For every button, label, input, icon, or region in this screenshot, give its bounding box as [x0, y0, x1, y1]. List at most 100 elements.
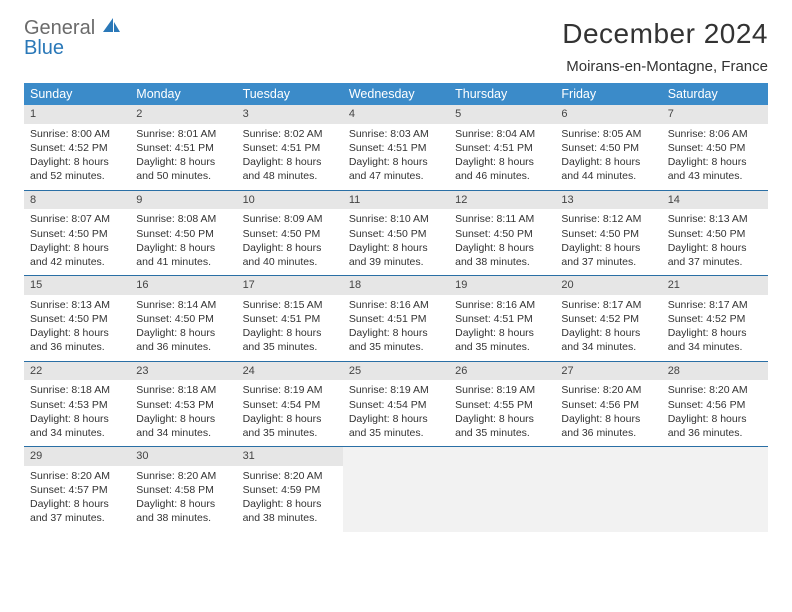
sunset-text: Sunset: 4:51 PM	[455, 312, 549, 326]
daylight-text: Daylight: 8 hours and 34 minutes.	[561, 326, 655, 354]
daylight-text: Daylight: 8 hours and 34 minutes.	[30, 412, 124, 440]
day-number: 8	[24, 191, 130, 210]
daylight-text: Daylight: 8 hours and 37 minutes.	[668, 241, 762, 269]
day-header: Friday	[555, 83, 661, 105]
calendar-day-cell: 18Sunrise: 8:16 AMSunset: 4:51 PMDayligh…	[343, 276, 449, 362]
day-number: 26	[449, 362, 555, 381]
title-block: December 2024 Moirans-en-Montagne, Franc…	[562, 18, 768, 81]
calendar-day-cell: 28Sunrise: 8:20 AMSunset: 4:56 PMDayligh…	[662, 361, 768, 447]
daylight-text: Daylight: 8 hours and 41 minutes.	[136, 241, 230, 269]
sunrise-text: Sunrise: 8:06 AM	[668, 127, 762, 141]
calendar-day-cell: 8Sunrise: 8:07 AMSunset: 4:50 PMDaylight…	[24, 190, 130, 276]
day-number: 12	[449, 191, 555, 210]
day-header: Monday	[130, 83, 236, 105]
day-number: 27	[555, 362, 661, 381]
day-number: 13	[555, 191, 661, 210]
calendar-day-cell: 11Sunrise: 8:10 AMSunset: 4:50 PMDayligh…	[343, 190, 449, 276]
calendar-day-cell: 5Sunrise: 8:04 AMSunset: 4:51 PMDaylight…	[449, 105, 555, 190]
sunrise-text: Sunrise: 8:18 AM	[136, 383, 230, 397]
sunrise-text: Sunrise: 8:08 AM	[136, 212, 230, 226]
day-number: 16	[130, 276, 236, 295]
calendar-day-cell: 4Sunrise: 8:03 AMSunset: 4:51 PMDaylight…	[343, 105, 449, 190]
sunrise-text: Sunrise: 8:11 AM	[455, 212, 549, 226]
day-number: 6	[555, 105, 661, 124]
sunrise-text: Sunrise: 8:14 AM	[136, 298, 230, 312]
daylight-text: Daylight: 8 hours and 38 minutes.	[455, 241, 549, 269]
calendar-day-cell: 21Sunrise: 8:17 AMSunset: 4:52 PMDayligh…	[662, 276, 768, 362]
sunset-text: Sunset: 4:50 PM	[561, 227, 655, 241]
day-number: 25	[343, 362, 449, 381]
sunset-text: Sunset: 4:50 PM	[561, 141, 655, 155]
calendar-week-row: 15Sunrise: 8:13 AMSunset: 4:50 PMDayligh…	[24, 276, 768, 362]
day-number: 20	[555, 276, 661, 295]
day-number: 3	[237, 105, 343, 124]
calendar-day-cell: 30Sunrise: 8:20 AMSunset: 4:58 PMDayligh…	[130, 447, 236, 532]
sunrise-text: Sunrise: 8:20 AM	[136, 469, 230, 483]
daylight-text: Daylight: 8 hours and 38 minutes.	[136, 497, 230, 525]
daylight-text: Daylight: 8 hours and 39 minutes.	[349, 241, 443, 269]
daylight-text: Daylight: 8 hours and 35 minutes.	[243, 326, 337, 354]
sunset-text: Sunset: 4:52 PM	[668, 312, 762, 326]
calendar-day-cell: 22Sunrise: 8:18 AMSunset: 4:53 PMDayligh…	[24, 361, 130, 447]
sunrise-text: Sunrise: 8:13 AM	[668, 212, 762, 226]
calendar-day-cell: 2Sunrise: 8:01 AMSunset: 4:51 PMDaylight…	[130, 105, 236, 190]
sunrise-text: Sunrise: 8:20 AM	[668, 383, 762, 397]
day-number: 17	[237, 276, 343, 295]
calendar-day-cell: 13Sunrise: 8:12 AMSunset: 4:50 PMDayligh…	[555, 190, 661, 276]
day-number	[449, 447, 555, 466]
daylight-text: Daylight: 8 hours and 37 minutes.	[30, 497, 124, 525]
sunset-text: Sunset: 4:51 PM	[455, 141, 549, 155]
sunset-text: Sunset: 4:50 PM	[136, 312, 230, 326]
sunrise-text: Sunrise: 8:07 AM	[30, 212, 124, 226]
logo: General Blue	[24, 18, 121, 58]
sunset-text: Sunset: 4:50 PM	[668, 141, 762, 155]
day-number: 18	[343, 276, 449, 295]
sunrise-text: Sunrise: 8:20 AM	[30, 469, 124, 483]
calendar-table: Sunday Monday Tuesday Wednesday Thursday…	[24, 83, 768, 532]
calendar-week-row: 22Sunrise: 8:18 AMSunset: 4:53 PMDayligh…	[24, 361, 768, 447]
location-label: Moirans-en-Montagne, France	[562, 58, 768, 75]
calendar-day-cell: 20Sunrise: 8:17 AMSunset: 4:52 PMDayligh…	[555, 276, 661, 362]
calendar-day-cell	[555, 447, 661, 532]
sunset-text: Sunset: 4:59 PM	[243, 483, 337, 497]
sail-icon	[103, 18, 121, 38]
sunrise-text: Sunrise: 8:19 AM	[455, 383, 549, 397]
calendar-day-cell: 10Sunrise: 8:09 AMSunset: 4:50 PMDayligh…	[237, 190, 343, 276]
daylight-text: Daylight: 8 hours and 35 minutes.	[455, 412, 549, 440]
calendar-day-cell: 15Sunrise: 8:13 AMSunset: 4:50 PMDayligh…	[24, 276, 130, 362]
sunset-text: Sunset: 4:50 PM	[30, 227, 124, 241]
calendar-day-cell	[449, 447, 555, 532]
sunrise-text: Sunrise: 8:17 AM	[668, 298, 762, 312]
calendar-week-row: 8Sunrise: 8:07 AMSunset: 4:50 PMDaylight…	[24, 190, 768, 276]
day-number: 30	[130, 447, 236, 466]
daylight-text: Daylight: 8 hours and 35 minutes.	[455, 326, 549, 354]
calendar-day-cell: 24Sunrise: 8:19 AMSunset: 4:54 PMDayligh…	[237, 361, 343, 447]
header: General Blue December 2024 Moirans-en-Mo…	[24, 18, 768, 81]
logo-word-general: General	[24, 17, 95, 39]
daylight-text: Daylight: 8 hours and 35 minutes.	[243, 412, 337, 440]
sunset-text: Sunset: 4:53 PM	[30, 398, 124, 412]
day-number: 15	[24, 276, 130, 295]
calendar-day-cell: 26Sunrise: 8:19 AMSunset: 4:55 PMDayligh…	[449, 361, 555, 447]
calendar-day-cell: 27Sunrise: 8:20 AMSunset: 4:56 PMDayligh…	[555, 361, 661, 447]
daylight-text: Daylight: 8 hours and 34 minutes.	[668, 326, 762, 354]
day-number: 28	[662, 362, 768, 381]
sunset-text: Sunset: 4:56 PM	[668, 398, 762, 412]
calendar-day-cell: 25Sunrise: 8:19 AMSunset: 4:54 PMDayligh…	[343, 361, 449, 447]
day-number	[555, 447, 661, 466]
sunset-text: Sunset: 4:54 PM	[349, 398, 443, 412]
day-number: 1	[24, 105, 130, 124]
sunrise-text: Sunrise: 8:02 AM	[243, 127, 337, 141]
day-number	[343, 447, 449, 466]
logo-text: General Blue	[24, 18, 121, 58]
calendar-day-cell: 14Sunrise: 8:13 AMSunset: 4:50 PMDayligh…	[662, 190, 768, 276]
sunrise-text: Sunrise: 8:20 AM	[243, 469, 337, 483]
sunset-text: Sunset: 4:51 PM	[349, 141, 443, 155]
sunrise-text: Sunrise: 8:19 AM	[243, 383, 337, 397]
sunrise-text: Sunrise: 8:10 AM	[349, 212, 443, 226]
day-number: 10	[237, 191, 343, 210]
logo-word-blue: Blue	[24, 37, 64, 59]
day-header: Wednesday	[343, 83, 449, 105]
day-number: 7	[662, 105, 768, 124]
sunrise-text: Sunrise: 8:16 AM	[349, 298, 443, 312]
